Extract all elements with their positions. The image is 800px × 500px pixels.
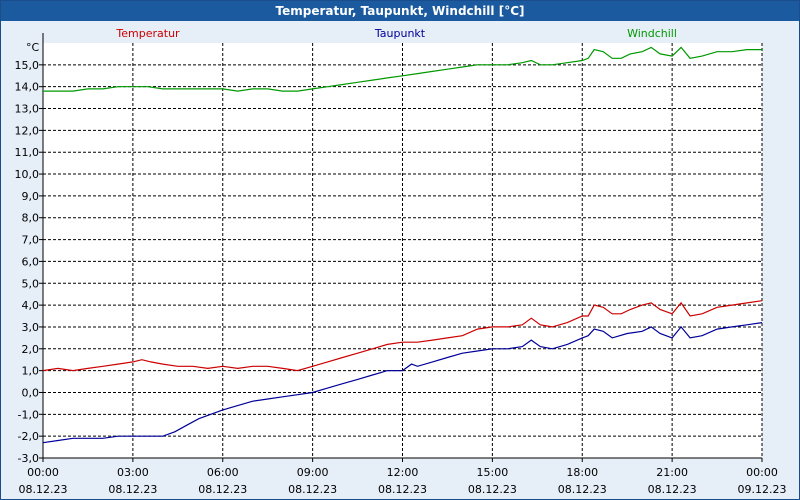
y-tick-label: 8,0 xyxy=(22,212,40,225)
legend-entry-temperatur: Temperatur xyxy=(115,27,180,40)
x-tick-date: 08.12.23 xyxy=(288,483,337,496)
y-tick-label: 14,0 xyxy=(15,81,40,94)
y-tick-label: 12,0 xyxy=(15,124,40,137)
y-tick-label: 1,0 xyxy=(22,365,40,378)
x-tick-date: 08.12.23 xyxy=(468,483,517,496)
series-line-temperatur xyxy=(42,300,763,372)
y-tick-label: 13,0 xyxy=(15,103,40,116)
y-tick-label: 2,0 xyxy=(22,343,40,356)
x-tick-date: 09.12.23 xyxy=(738,483,787,496)
series-line-taupunkt xyxy=(42,322,763,444)
x-tick-date: 08.12.23 xyxy=(198,483,247,496)
y-tick-label: 15,0 xyxy=(15,59,40,72)
y-tick-label: 11,0 xyxy=(15,146,40,159)
x-tick-time: 00:00 xyxy=(746,466,778,479)
y-tick-label: 6,0 xyxy=(22,255,40,268)
y-tick-label: 9,0 xyxy=(22,190,40,203)
x-tick-date: 08.12.23 xyxy=(19,483,68,496)
window-title: Temperatur, Taupunkt, Windchill [°C] xyxy=(1,1,799,21)
x-tick-date: 08.12.23 xyxy=(648,483,697,496)
x-tick-time: 06:00 xyxy=(207,466,239,479)
x-tick-date: 08.12.23 xyxy=(108,483,157,496)
legend-entry-taupunkt: Taupunkt xyxy=(374,27,426,40)
y-tick-label: -2,0 xyxy=(18,430,39,443)
x-tick-date: 08.12.23 xyxy=(378,483,427,496)
y-tick-label: 7,0 xyxy=(22,234,40,247)
x-tick-time: 15:00 xyxy=(477,466,509,479)
y-tick-label: 4,0 xyxy=(22,299,40,312)
chart-plot: -3,0 -2,0 -1,0 0,0 1,0 2,0 3,0 4,0 5,0 6,0 7,0 8,0 9… xyxy=(15,27,787,496)
x-tick-time: 21:00 xyxy=(656,466,688,479)
y-tick-label: -1,0 xyxy=(18,408,39,421)
y-tick-label: 0,0 xyxy=(22,386,40,399)
series-line-windchill xyxy=(43,46,762,92)
y-tick-label: 10,0 xyxy=(15,168,40,181)
y-axis-unit-label: °C xyxy=(26,41,40,54)
x-tick-time: 00:00 xyxy=(27,466,59,479)
x-tick-time: 09:00 xyxy=(297,466,329,479)
legend-entry-windchill: Windchill xyxy=(627,27,677,40)
y-tick-label: 5,0 xyxy=(22,277,40,290)
y-tick-label: -3,0 xyxy=(18,452,39,465)
x-tick-time: 18:00 xyxy=(566,466,598,479)
y-tick-label: 3,0 xyxy=(22,321,40,334)
x-tick-time: 12:00 xyxy=(387,466,419,479)
x-tick-time: 03:00 xyxy=(117,466,149,479)
x-tick-date: 08.12.23 xyxy=(558,483,607,496)
